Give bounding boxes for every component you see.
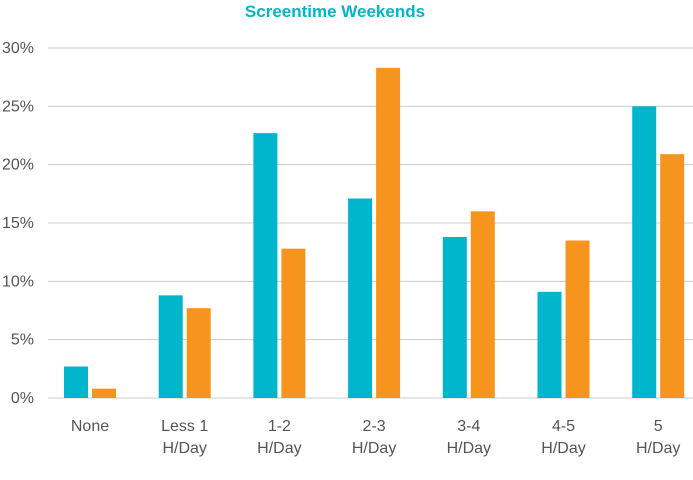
y-tick-label: 20% (2, 157, 34, 174)
x-tick-label: 4-5 H/Day (541, 418, 585, 457)
bars (64, 67, 685, 398)
bar-series-1 (442, 237, 467, 398)
bar-series-2 (565, 240, 590, 398)
x-axis: None Less 1 H/Day 1-2 H/Day 2-3 H/Day 3-4 H/Day 4… (71, 418, 681, 457)
y-tick-label: 10% (2, 273, 34, 290)
bar-series-2 (281, 248, 306, 398)
y-tick-label: 5% (11, 332, 34, 349)
y-tick-label: 30% (2, 40, 34, 57)
bar-series-2 (470, 211, 495, 398)
y-axis: 0% 5% 10% 15% 20% 25% 30% (2, 40, 34, 407)
x-tick-label: 5 H/Day (636, 418, 680, 457)
bar-series-1 (253, 133, 278, 398)
y-tick-label: 0% (11, 390, 34, 407)
bar-series-1 (632, 106, 657, 398)
bar-series-1 (348, 198, 373, 398)
bar-series-2 (660, 154, 685, 398)
x-tick-label: 3-4 H/Day (447, 418, 491, 457)
x-tick-label: Less 1 H/Day (161, 418, 208, 457)
y-tick-label: 15% (2, 215, 34, 232)
x-tick-label: 1-2 H/Day (257, 418, 301, 457)
bar-series-1 (64, 366, 88, 398)
bar-series-2 (186, 308, 211, 398)
bar-series-1 (158, 295, 183, 398)
bar-series-1 (537, 291, 562, 398)
y-tick-label: 25% (2, 98, 34, 115)
x-tick-label: 2-3 H/Day (352, 418, 396, 457)
bar-series-2 (92, 388, 116, 398)
chart-title: Screentime Weekends (245, 2, 425, 21)
bar-series-2 (376, 67, 401, 398)
x-tick-label: None (71, 418, 109, 435)
